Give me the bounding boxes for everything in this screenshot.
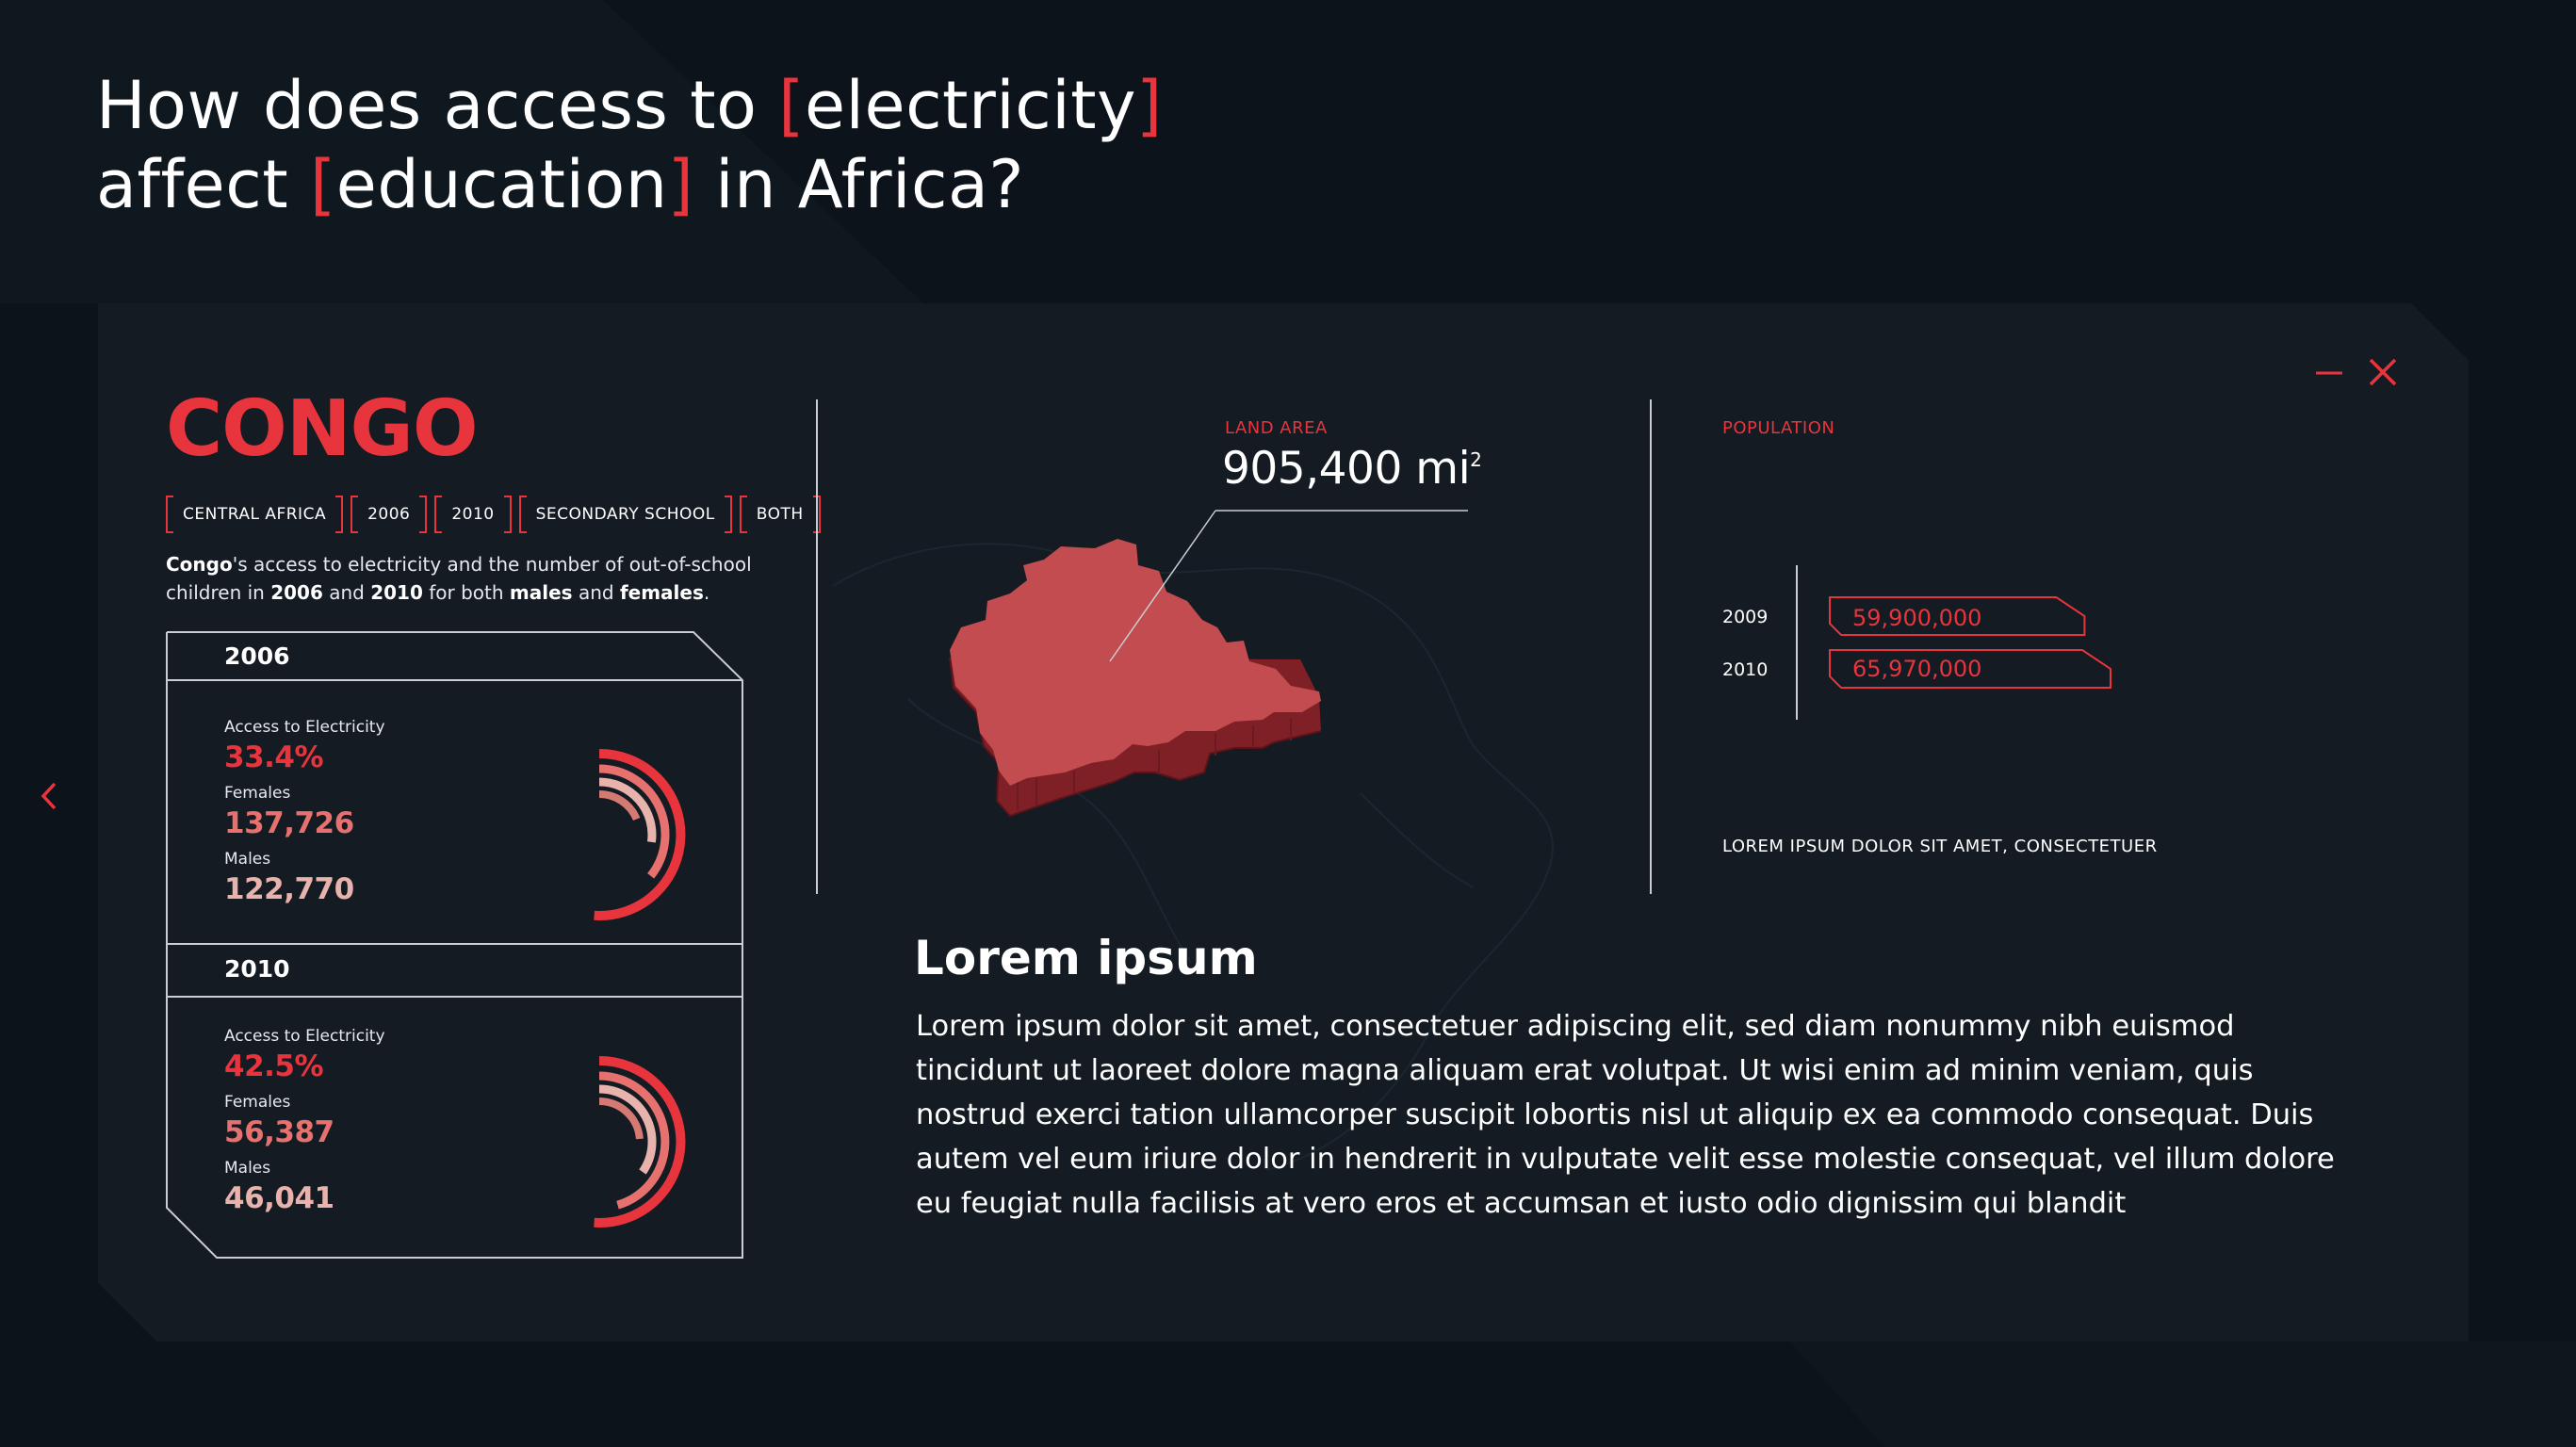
minimize-icon	[2316, 371, 2342, 375]
desc-strong: 2006	[270, 581, 323, 604]
headline-part2: affect	[96, 146, 310, 223]
bracket-close: ]	[667, 146, 694, 223]
desc-strong: females	[619, 581, 704, 604]
column-divider-right	[1650, 399, 1652, 894]
year-boxes-frame	[166, 631, 743, 1259]
males-label: Males	[224, 1159, 271, 1178]
desc-text: for both	[422, 581, 510, 604]
headline-part3: in Africa?	[693, 146, 1025, 223]
access-label: Access to Electricity	[224, 1027, 385, 1046]
access-label: Access to Electricity	[224, 718, 385, 737]
tag-year-2006[interactable]: 2006	[351, 496, 428, 533]
electricity-gauge-2010	[594, 1055, 686, 1228]
headline-highlight-education: education	[335, 146, 668, 223]
filter-tags: CENTRAL AFRICA 2006 2010 SECONDARY SCHOO…	[166, 496, 821, 533]
females-label: Females	[224, 784, 291, 803]
population-year: 2010	[1722, 659, 1769, 680]
electricity-gauge-2006	[594, 748, 686, 920]
land-area-unit-exponent: 2	[1470, 448, 1482, 471]
year-title: 2006	[224, 642, 290, 670]
close-button[interactable]	[2359, 349, 2406, 396]
previous-button[interactable]	[26, 772, 73, 820]
article-body: Lorem ipsum dolor sit amet, consectetuer…	[916, 1010, 2335, 1220]
column-divider-left	[816, 399, 818, 894]
females-value: 137,726	[224, 806, 354, 840]
map-leader-line	[1109, 510, 1216, 662]
tag-region[interactable]: CENTRAL AFRICA	[166, 496, 344, 533]
population-bar	[1829, 649, 2111, 689]
desc-text: and	[572, 581, 620, 604]
gauge-ring	[594, 748, 686, 920]
desc-strong: males	[509, 581, 573, 604]
males-label: Males	[224, 850, 271, 869]
gauge-ring	[598, 790, 641, 821]
land-area-number: 905,400 mi	[1222, 443, 1471, 495]
population-axis	[1796, 565, 1798, 720]
bracket-open: [	[778, 67, 805, 144]
tag-level[interactable]: SECONDARY SCHOOL	[518, 496, 732, 533]
gauge-ring	[598, 764, 670, 879]
population-label: POPULATION	[1722, 418, 1835, 438]
land-area-label: LAND AREA	[1225, 418, 1328, 438]
desc-text: .	[703, 581, 710, 604]
gauge-ring	[598, 1071, 670, 1210]
gauge-ring	[598, 777, 657, 843]
land-area-value: 905,400 mi2	[1222, 443, 1482, 495]
gauge-ring	[598, 1084, 657, 1175]
year-block-2006: 2006 Access to Electricity 33.4% Females…	[166, 631, 742, 944]
year-block-2010: 2010 Access to Electricity 42.5% Females…	[166, 944, 742, 1259]
tag-gender[interactable]: BOTH	[739, 496, 821, 533]
country-map	[949, 510, 1468, 818]
chevron-left-icon	[41, 782, 57, 810]
males-value: 46,041	[224, 1181, 334, 1215]
page-headline: How does access to [electricity] affect …	[96, 66, 1163, 224]
desc-text: 's access to electricity and the number …	[166, 553, 752, 604]
bracket-open: [	[309, 146, 336, 223]
population-bar	[1829, 596, 2086, 636]
population-value: 59,900,000	[1852, 605, 1982, 631]
close-icon	[2369, 358, 2397, 386]
population-year: 2009	[1722, 607, 1769, 627]
tag-year-2010[interactable]: 2010	[434, 496, 512, 533]
females-value: 56,387	[224, 1115, 334, 1149]
desc-text: and	[322, 581, 371, 604]
population-bars	[1829, 596, 2111, 689]
population-value: 65,970,000	[1852, 656, 1982, 682]
desc-strong: Congo	[166, 553, 233, 576]
males-value: 122,770	[224, 872, 354, 906]
country-name: CONGO	[166, 384, 479, 474]
article-title: Lorem ipsum	[914, 931, 1258, 985]
year-title: 2010	[224, 955, 290, 983]
access-value: 33.4%	[224, 740, 324, 774]
bracket-close: ]	[1136, 67, 1163, 144]
gauge-ring	[598, 1097, 644, 1140]
desc-strong: 2010	[370, 581, 423, 604]
headline-part1: How does access to	[96, 67, 779, 144]
minimize-button[interactable]	[2305, 349, 2352, 396]
population-note: LOREM IPSUM DOLOR SIT AMET, CONSECTETUER	[1722, 837, 2158, 856]
headline-highlight-electricity: electricity	[804, 67, 1137, 144]
gauge-ring	[594, 1055, 686, 1228]
access-value: 42.5%	[224, 1049, 324, 1083]
country-description: Congo's access to electricity and the nu…	[166, 550, 769, 607]
females-label: Females	[224, 1093, 291, 1112]
